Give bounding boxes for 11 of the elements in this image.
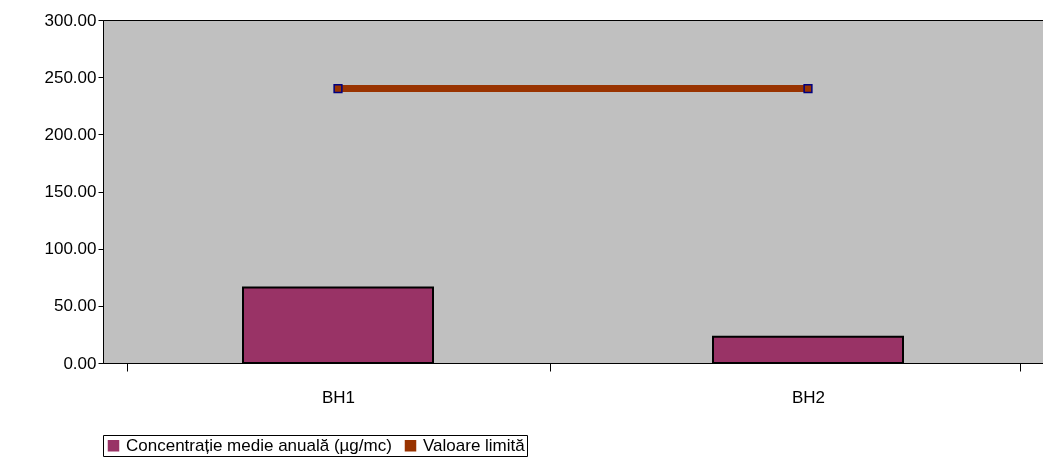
x-tick-label: BH1: [321, 387, 356, 407]
y-tick-label: 0.00: [63, 353, 97, 373]
y-tick-label: 250.00: [44, 67, 97, 87]
y-tick-label: 200.00: [44, 124, 97, 144]
legend-label: Valoare limită: [423, 435, 526, 455]
y-tick-label: 300.00: [44, 10, 97, 30]
y-tick-label: 150.00: [44, 182, 97, 201]
y-tick-label: 50.00: [53, 296, 97, 316]
y-tick-label: 100.00: [44, 239, 97, 259]
legend-label: Concentrație medie anuală (µg/mc): [126, 435, 392, 455]
x-tick-label: BH2: [791, 387, 826, 407]
